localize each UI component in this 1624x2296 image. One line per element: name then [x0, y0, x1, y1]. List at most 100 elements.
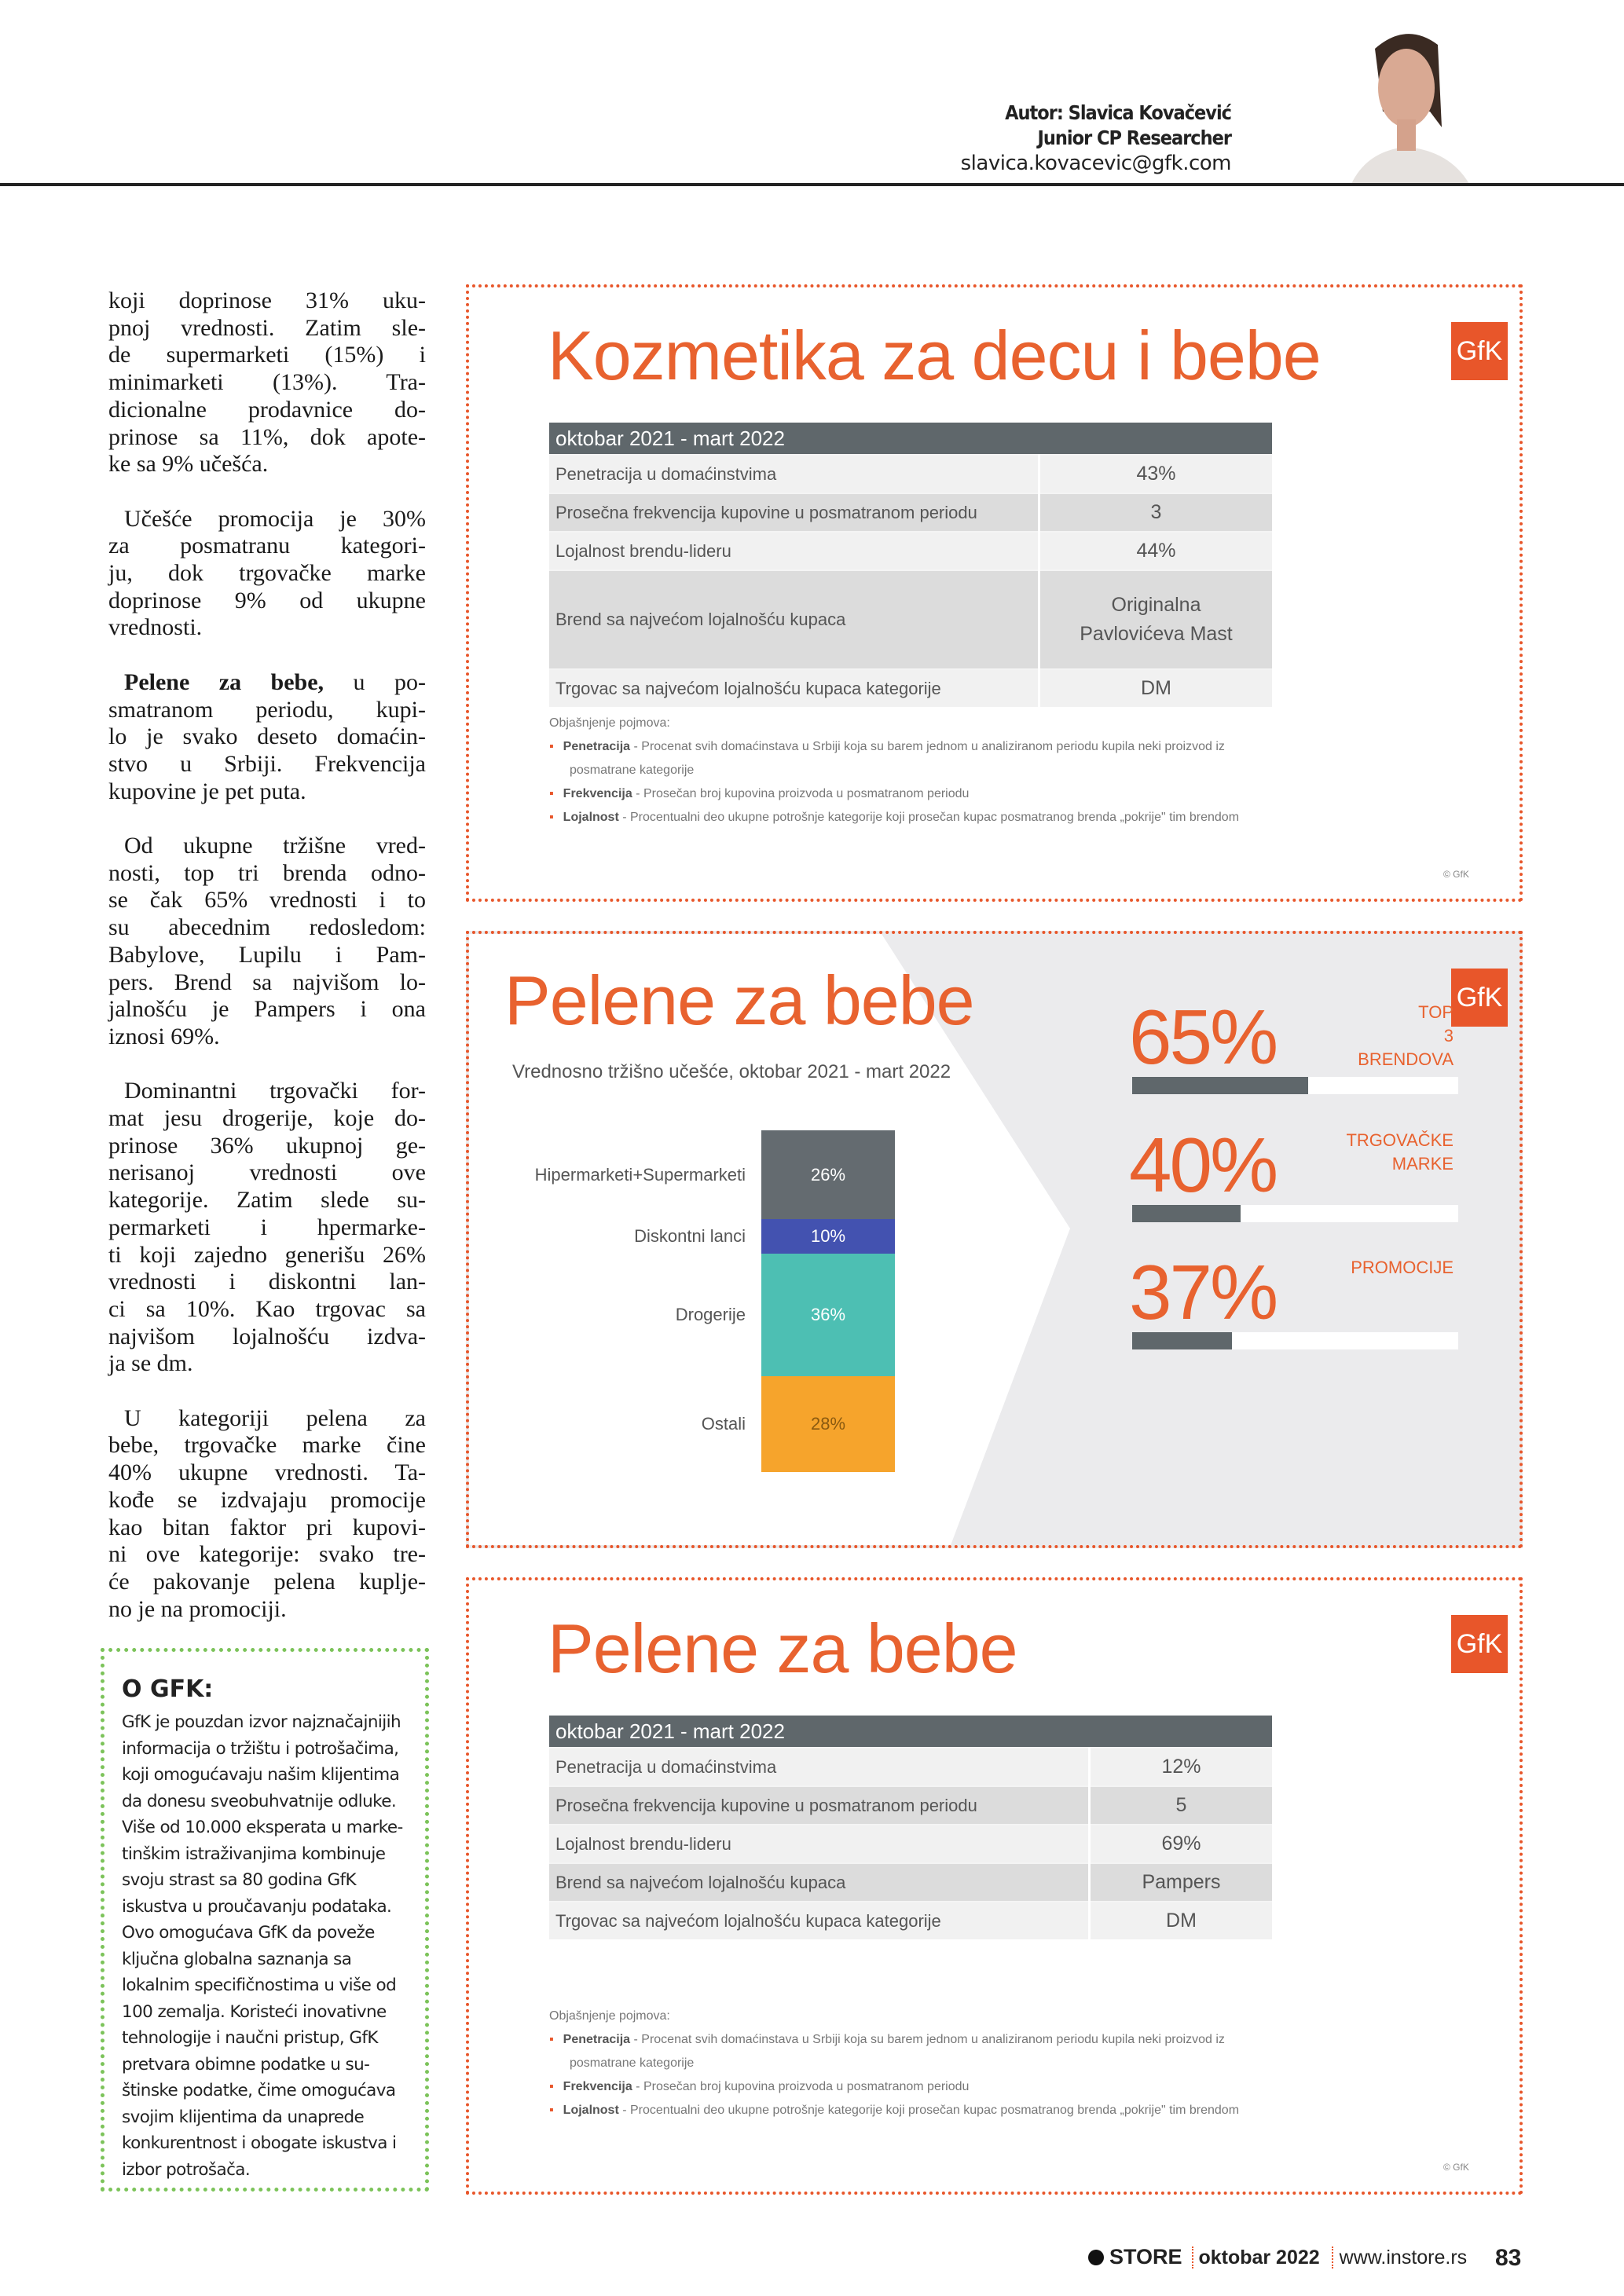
- row-label: Brend sa najvećom lojalnošću kupaca: [549, 569, 1039, 669]
- article-line: kategorije. Zatim slede su-: [108, 1187, 426, 1214]
- footer-website[interactable]: www.instore.rs: [1339, 2247, 1468, 2269]
- article-line-text: lo je svako deseto domaćin-: [108, 723, 426, 750]
- article-line: lo je svako deseto domaćin-: [108, 723, 426, 751]
- article-line-text: stvo u Srbiji. Frekvencija: [108, 750, 426, 777]
- article-line-text: iznosi 69%.: [108, 1023, 220, 1049]
- footer-brand: STORE: [1109, 2245, 1182, 2269]
- about-line: informacija o tržištu i potrošačima,: [122, 1738, 399, 1759]
- explanation-term: Lojalnost: [563, 2104, 619, 2117]
- article-line: bebe, trgovačke marke čine: [108, 1432, 426, 1459]
- about-line: svojim klijentima da unaprede: [122, 2107, 365, 2127]
- article-paragraph: Učešće promocija je 30% za posmatranu kat…: [108, 506, 426, 643]
- article-line-text: za posmatranu kategori-: [108, 533, 426, 559]
- article-line: kao bitan faktor pri kupovi-: [108, 1514, 426, 1542]
- article-line: vrednosti i diskontni lan-: [108, 1269, 426, 1296]
- article-line-text: pers. Brend sa najvišom lo-: [108, 969, 426, 995]
- author-email[interactable]: slavica.kovacevic@gfk.com: [960, 152, 1232, 175]
- row-value: DM: [1088, 1901, 1272, 1939]
- table-row: Lojalnost brendu-lideru 69%: [549, 1824, 1272, 1863]
- explanation: Objašnjenje pojmova: ▪ Penetracija - Proce…: [549, 2005, 1437, 2122]
- panel-title: Kozmetika za decu i bebe: [548, 317, 1322, 394]
- article-line: ja se dm.: [108, 1350, 426, 1378]
- article-line-text: pnoj vrednosti. Zatim sle-: [108, 314, 426, 341]
- article-line-text: ja se dm.: [108, 1350, 193, 1377]
- article-line: Babylove, Lupilu i Pam-: [108, 942, 426, 969]
- article-line: ju, dok trgovačke marke: [108, 560, 426, 588]
- explanation-term: Frekvencija: [563, 787, 632, 800]
- kpi-value: 65%: [1129, 994, 1278, 1080]
- article-line: kupovine je pet puta.: [108, 778, 426, 806]
- article-line: nerisanoj vrednosti ove: [108, 1159, 426, 1187]
- article-line-text: smatranom periodu, kupi-: [108, 696, 426, 723]
- article-line-text: no je na promociji.: [108, 1595, 287, 1622]
- article-line-text: prinose sa 11%, dok apote-: [108, 423, 426, 450]
- stats-table: oktobar 2021 - mart 2022 Penetracija u do…: [549, 1716, 1272, 1939]
- explanation-item: ▪ Frekvencija - Prosečan broj kupovina pr…: [549, 782, 1437, 806]
- author-role: Junior CP Researcher: [1037, 126, 1232, 149]
- article-line: permarketi i hpermarke-: [108, 1214, 426, 1242]
- kpi-label: PROMOCIJE: [1351, 1258, 1454, 1277]
- article-line: prinose sa 11%, dok apote-: [108, 424, 426, 452]
- article-line-text: vrednosti.: [108, 614, 203, 641]
- article-line-text: se čak 65% vrednosti i to: [108, 887, 426, 914]
- article-line-text: de supermarketi (15%) i: [108, 342, 426, 368]
- row-value: Pampers: [1088, 1862, 1272, 1902]
- article-line: dicionalne prodavnice do-: [108, 397, 426, 424]
- explanation-text: - Procentualni deo ukupne potrošnje kate…: [618, 811, 1240, 824]
- bullet-icon: ▪: [549, 2033, 554, 2046]
- article-line: de supermarketi (15%) i: [108, 342, 426, 369]
- value-label: 36%: [810, 1304, 846, 1324]
- panel-kozmetika: Kozmetika za decu i bebe GfK oktobar 202…: [466, 284, 1523, 902]
- article-column: koji doprinose 31% uku-pnoj vrednosti. Z…: [108, 287, 426, 1650]
- value-label: 28%: [810, 1414, 846, 1434]
- table-header: oktobar 2021 - mart 2022: [549, 423, 1272, 455]
- explanation-text: - Prosečan broj kupovina proizvoda u pos…: [632, 787, 970, 800]
- row-value: 69%: [1088, 1824, 1272, 1863]
- footer-issue: oktobar 2022: [1198, 2247, 1320, 2269]
- article-line-text: kupovine je pet puta.: [108, 778, 306, 804]
- explanation-item: ▪ Lojalnost - Procentualni deo ukupne pot…: [549, 806, 1437, 829]
- category-label: Diskontni lanci: [634, 1225, 746, 1246]
- article-line: Od ukupne tržišne vred-: [108, 833, 426, 860]
- explanation-item: ▪ Penetracija - Procenat svih domaćinstav…: [549, 2028, 1437, 2052]
- explanation-item: ▪ Lojalnost - Procentualni deo ukupne pot…: [549, 2099, 1437, 2122]
- article-line-text: Babylove, Lupilu i Pam-: [108, 941, 426, 968]
- about-line: koji omogućavaju našim klijentima: [122, 1765, 400, 1785]
- article-line-text: vrednosti i diskontni lan-: [108, 1269, 426, 1295]
- row-value: 12%: [1088, 1747, 1272, 1786]
- about-line: štinske podatke, čime omogućava: [122, 2081, 396, 2100]
- gfk-logo: GfK: [1451, 1615, 1508, 1673]
- article-line-text: kao bitan faktor pri kupovi-: [108, 1514, 426, 1540]
- row-label: Lojalnost brendu-lideru: [549, 531, 1039, 570]
- gfk-logo: GfK: [1451, 969, 1508, 1027]
- row-value: 3: [1038, 493, 1272, 532]
- about-title: O GFK:: [122, 1675, 214, 1703]
- table-row: Prosečna frekvencija kupovine u posmatra…: [549, 1785, 1272, 1825]
- article-line: mat jesu drogerije, koje do-: [108, 1105, 426, 1133]
- article-line-text: će pakovanje pelena kuplje-: [108, 1568, 426, 1595]
- category-label: Ostali: [701, 1414, 746, 1434]
- about-line: tinškim istraživanjima kombinuje: [122, 1844, 386, 1864]
- article-line: su abecednim redosledom:: [108, 914, 426, 942]
- article-line-text: permarketi i hpermarke-: [108, 1214, 426, 1240]
- explanation-item: ▪ Penetracija - Procenat svih domaćinstav…: [549, 735, 1437, 759]
- article-line-text: Dominantni trgovački for-: [124, 1078, 426, 1104]
- table-row: Trgovac sa najvećom lojalnošću kupaca ka…: [549, 1901, 1272, 1939]
- article-line: prinose 36% ukupnoj ge-: [108, 1133, 426, 1160]
- row-value: DM: [1038, 668, 1272, 707]
- article-line-text: ke sa 9% učešća.: [108, 451, 269, 478]
- about-line: iskustva u proučavanju podataka.: [122, 1896, 392, 1917]
- author-photo: [1320, 17, 1493, 184]
- article-line: stvo u Srbiji. Frekvencija: [108, 751, 426, 778]
- bullet-icon: ▪: [549, 2104, 554, 2117]
- kpi-value: 40%: [1129, 1122, 1278, 1208]
- article-line: se čak 65% vrednosti i to: [108, 887, 426, 914]
- article-line: koji doprinose 31% uku-: [108, 287, 426, 315]
- article-line-text: kategorije. Zatim slede su-: [108, 1187, 426, 1214]
- about-line: Više od 10.000 eksperata u marke-: [122, 1818, 403, 1837]
- article-line: kođe se izdvajaju promocije: [108, 1487, 426, 1514]
- table-row: Trgovac sa najvećom lojalnošću kupaca ka…: [549, 668, 1272, 707]
- explanation-text: - Procenat svih domaćinstava u Srbiji ko…: [630, 740, 1225, 753]
- value-label: 10%: [810, 1225, 846, 1246]
- explanation-term: Frekvencija: [563, 2080, 632, 2093]
